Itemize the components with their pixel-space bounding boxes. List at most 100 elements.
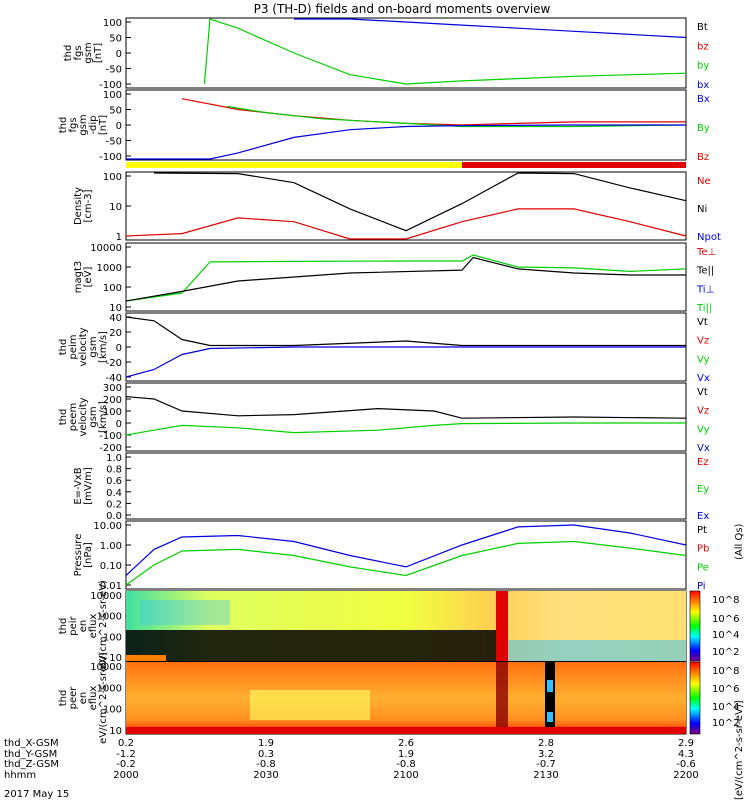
y-axis-label: Pressure[nPa] [73,534,94,577]
legend-entry: Ex [697,511,709,522]
y-tick-label: 1.0 [106,453,122,464]
legend-entry: Te⊥ [696,247,716,258]
y-tick-label: 1000 [97,263,122,274]
panel-frame [125,382,687,452]
y-tick-label: 1 [116,232,122,243]
y-tick-label: 50 [109,106,122,117]
orbit-value: 4.3 [678,749,694,760]
y-tick-label: -40 [106,373,122,384]
orbit-value: 2030 [253,770,278,781]
state-bar-segment [462,162,686,168]
series-line-bx [294,18,687,39]
page-title: P3 (TH-D) fields and on-board moments ov… [254,2,551,16]
legend-entry: By [697,123,710,134]
legend-entry: Ni [697,204,707,215]
orbit-value: 0.2 [118,738,134,749]
colorbar-tick: 10^8 [712,666,739,677]
legend-entry: Ey [697,484,709,495]
legend-entry: Npot [697,232,721,243]
y-tick-label: -100 [99,431,122,442]
colorbar-tick: 10^6 [712,614,739,625]
electron-spectrogram [126,662,686,734]
y-tick-label: 10000 [90,243,122,254]
legend-entry: Vy [697,354,710,365]
y-tick-label: 100 [103,90,122,101]
colorbar-label: [eV/(cm^2-s-sr-eV)] [734,700,745,800]
panel-frame [125,242,687,312]
orbit-value: -0.7 [536,759,556,770]
y-tick-label: 100 [103,705,122,716]
y-tick-label: -20 [106,358,122,369]
orbit-value: 2000 [113,770,138,781]
orbit-value: -1.2 [116,749,136,760]
y-tick-label: 100 [103,172,122,183]
y-tick-label: 10000 [90,662,122,673]
colorbar-tick: 10^4 [712,630,739,641]
y-axis-label: thdfgsgsm-dip[nT] [58,114,109,135]
y-tick-label: 20 [109,328,122,339]
legend-entry: bz [697,41,709,52]
series-line-by [203,18,687,85]
orbit-value: 1.9 [258,738,274,749]
y-tick-label: 300 [103,383,122,394]
orbit-value: 2100 [393,770,418,781]
legend-entry: Te|| [696,266,714,277]
y-tick-label: 0.01 [100,581,122,592]
colorbar-tick: 10^8 [712,595,739,606]
legend-entry: Ti|| [696,303,712,314]
y-tick-label: 100 [103,18,122,29]
y-tick-label: 10 [109,303,122,314]
orbit-value: 2130 [533,770,558,781]
y-tick-label: 1000 [97,683,122,694]
y-tick-label: 0.10 [100,561,122,572]
series-line-Bx [126,124,686,160]
orbit-value: 2.8 [538,738,554,749]
panels: 100500-50-100thdfgsgsm[nT]Btbzbybx100500… [58,17,721,744]
orbit-value: 0.3 [258,749,274,760]
legend-entry: Ne [697,176,711,187]
orbit-row-label: thd_Z-GSM [4,759,59,770]
legend-entry: Vt [697,317,708,328]
orbit-row-label: thd_X-GSM [4,738,59,749]
y-tick-label: 10 [109,726,122,737]
y-tick-label: 40 [109,313,122,324]
series-line-Vy [125,422,686,436]
legend-entry: Bx [697,94,710,105]
legend-entry: Vz [697,336,709,347]
legend-entry: Vt [697,387,708,398]
series-line-Vt [125,396,687,419]
panel-frame [125,17,687,89]
legend-entry: Ti⊥ [696,284,714,295]
y-tick-label: 0.8 [106,465,122,476]
series-line-Te|| [125,256,686,302]
legend-entry: Pb [697,544,709,555]
state-bar-segment [126,162,462,168]
y-tick-label: 0.6 [106,476,122,487]
y-axis-label: E=-VxB[mV/m] [73,467,94,505]
y-tick-label: 0 [116,121,122,132]
y-tick-label: 10 [109,653,122,664]
y-axis-label: Density[cm-3] [73,187,94,225]
series-line-Pe [125,540,687,586]
legend-entry: by [697,61,709,72]
orbit-row-label: hhmm [4,770,36,781]
legend-entry: Bt [697,22,708,33]
y-tick-label: -50 [106,137,122,148]
y-tick-label: -50 [106,65,122,76]
colorbar-tick: 10^2 [712,647,739,658]
panel-frame [125,452,687,520]
orbit-value: -0.8 [396,759,416,770]
y-tick-label: -200 [99,443,122,454]
orbit-value: 1.9 [398,749,414,760]
y-tick-label: 1000 [97,612,122,623]
y-tick-label: 100 [103,632,122,643]
y-tick-label: 0 [116,419,122,430]
orbit-value: 2.6 [398,738,414,749]
series-line-Vx [125,346,686,378]
orbit-value: 2200 [673,770,698,781]
legend-entry: Vx [697,443,710,454]
y-tick-label: 200 [103,395,122,406]
y-tick-label: 10000 [90,591,122,602]
legend-entry: Pe [697,562,709,573]
